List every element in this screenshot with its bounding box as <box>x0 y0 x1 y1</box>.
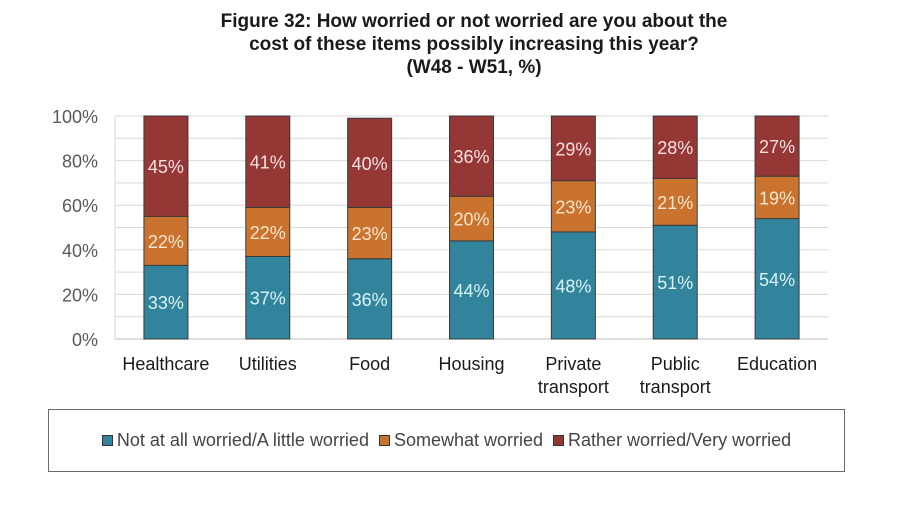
data-label: 40% <box>352 154 388 174</box>
bar-segment <box>347 258 393 340</box>
x-tick-label: transport <box>640 377 711 397</box>
legend-swatch <box>101 435 113 446</box>
x-axis: Healthcare Utilities Food Housing Private tra… <box>122 354 817 397</box>
data-label: 19% <box>759 188 795 208</box>
y-tick-label: 0% <box>72 330 98 350</box>
data-label: 22% <box>148 232 184 252</box>
legend: Not at all worried/A little worried Somew… <box>48 409 845 472</box>
x-tick-label: Healthcare <box>122 354 209 374</box>
legend-label: Rather worried/Very worried <box>568 430 792 450</box>
legend-item: Rather worried/Very worried <box>553 430 791 451</box>
data-label: 21% <box>657 193 693 213</box>
bars <box>143 115 800 340</box>
legend-swatch <box>378 435 390 446</box>
x-tick-label: transport <box>538 377 609 397</box>
x-tick-label: Utilities <box>239 354 297 374</box>
y-tick-label: 80% <box>62 152 98 172</box>
x-tick-label: Private <box>545 354 601 374</box>
data-label: 28% <box>657 138 693 158</box>
data-label: 36% <box>352 290 388 310</box>
bar-segment <box>652 115 698 179</box>
data-label: 27% <box>759 137 795 157</box>
chart-title-line-1: Figure 32: How worried or not worried ar… <box>220 11 728 32</box>
data-label: 45% <box>148 157 184 177</box>
bar-segment <box>143 264 189 340</box>
legend-item: Somewhat worried <box>378 430 544 451</box>
chart-title: Figure 32: How worried or not worried ar… <box>0 10 900 79</box>
bar-segment <box>245 115 291 208</box>
bar-segment <box>347 117 393 208</box>
bar-segment <box>245 255 291 340</box>
data-label: 37% <box>250 289 286 309</box>
legend-item: Not at all worried/A little worried <box>101 430 369 451</box>
data-labels: 33% 22% 45% 37% 22% 41% 36% 23% 40% 44% 20% 36% 48% 2… <box>148 137 795 313</box>
data-label: 29% <box>555 139 591 159</box>
data-label: 51% <box>657 273 693 293</box>
bar-segment <box>754 175 800 220</box>
data-label: 44% <box>453 281 489 301</box>
bar-segment <box>652 177 698 226</box>
bar-segment <box>245 206 291 257</box>
bar-segment <box>550 115 596 182</box>
x-tick-label: Housing <box>438 354 504 374</box>
chart-title-line-2: cost of these items possibly increasing … <box>249 34 699 55</box>
legend-label: Not at all worried/A little worried <box>116 430 369 450</box>
legend-label: Somewhat worried <box>393 430 544 450</box>
y-tick-label: 40% <box>62 241 98 261</box>
data-label: 36% <box>453 147 489 167</box>
data-label: 41% <box>250 153 286 173</box>
bar-segment <box>143 215 189 266</box>
bar-segment <box>449 115 494 197</box>
y-tick-label: 60% <box>62 196 98 216</box>
data-label: 54% <box>759 270 795 290</box>
bar-segment <box>347 206 393 260</box>
bar-segment <box>143 115 189 217</box>
bar-segment <box>652 224 698 340</box>
bar-segment <box>550 180 596 233</box>
data-label: 23% <box>352 224 388 244</box>
bar-segment <box>449 195 494 242</box>
y-axis: 0% 20% 40% 60% 80% 100% <box>52 107 98 350</box>
y-tick-label: 100% <box>52 107 98 127</box>
x-tick-label: Food <box>349 354 390 374</box>
y-tick-label: 20% <box>62 285 98 305</box>
bar-segment <box>449 240 494 340</box>
bar-segment <box>550 231 596 340</box>
data-label: 22% <box>250 223 286 243</box>
bar-segment <box>754 115 800 177</box>
data-label: 23% <box>555 197 591 217</box>
chart-title-line-3: (W48 - W51, %) <box>406 57 542 78</box>
data-label: 48% <box>555 276 591 296</box>
x-tick-label: Education <box>737 354 817 374</box>
data-label: 33% <box>148 293 184 313</box>
x-tick-label: Public <box>651 354 700 374</box>
data-label: 20% <box>453 210 489 230</box>
legend-swatch <box>553 435 565 446</box>
